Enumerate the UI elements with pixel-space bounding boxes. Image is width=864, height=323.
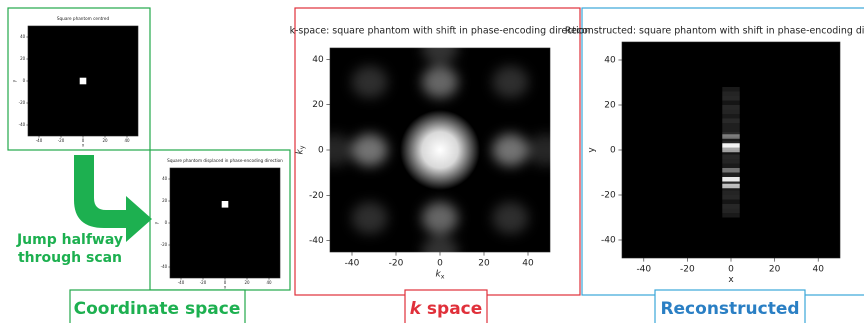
side-lobe <box>352 134 388 166</box>
x-tick-label: 40 <box>812 264 824 274</box>
arrow-text: through scan <box>18 250 122 266</box>
figure: Jump halfway through scan Coordinate spa… <box>0 0 864 323</box>
stripe <box>722 204 739 209</box>
side-lobe <box>422 66 458 98</box>
stripe <box>722 128 739 133</box>
stripe <box>722 168 739 173</box>
stripe <box>722 110 739 115</box>
phantom <box>222 201 229 208</box>
y-tick-label: -40 <box>19 122 26 127</box>
axis-label: x <box>728 275 734 285</box>
section-label: Coordinate space <box>74 299 241 319</box>
axis-label-sub: y <box>299 145 306 149</box>
y-tick-label: 20 <box>20 56 26 61</box>
x-tick-label: 40 <box>522 258 534 268</box>
axis-label-sub: x <box>441 273 445 280</box>
axis-label: y <box>153 221 158 224</box>
section-label: Reconstructed <box>660 299 799 319</box>
side-lobe <box>492 66 528 98</box>
side-lobe <box>352 202 388 234</box>
x-tick-label: -20 <box>58 138 65 143</box>
side-lobe <box>492 202 528 234</box>
side-lobe <box>352 66 388 98</box>
x-tick-label: 20 <box>478 258 490 268</box>
y-tick-label: -20 <box>601 191 616 201</box>
y-tick-label: 0 <box>23 78 26 83</box>
x-tick-label: 20 <box>102 138 108 143</box>
x-tick-label: 40 <box>124 138 130 143</box>
x-tick-label: -40 <box>636 264 651 274</box>
axis-label: kx <box>436 269 445 280</box>
stripe <box>722 173 739 178</box>
y-tick-label: 40 <box>162 176 168 181</box>
section-label: k space <box>410 299 483 319</box>
x-tick-label: -40 <box>36 138 43 143</box>
y-tick-label: -40 <box>309 236 324 246</box>
stripe <box>722 200 739 205</box>
y-tick-label: -20 <box>161 242 168 247</box>
y-tick-label: 20 <box>162 198 168 203</box>
stripe <box>722 177 739 182</box>
stripe <box>722 191 739 196</box>
axis-label: ky <box>295 145 306 154</box>
stripe <box>722 123 739 128</box>
stripe <box>722 143 739 148</box>
x-tick-label: -20 <box>389 258 404 268</box>
axis-label: y <box>11 79 16 82</box>
y-tick-label: 40 <box>20 34 26 39</box>
x-tick-label: 0 <box>728 264 734 274</box>
label-part: space <box>421 299 482 319</box>
stripe <box>722 148 739 153</box>
y-tick-label: 0 <box>318 146 324 156</box>
stripe <box>722 213 739 218</box>
x-tick-label: 20 <box>769 264 781 274</box>
x-tick-label: 0 <box>437 258 443 268</box>
x-tick-label: 40 <box>266 280 272 285</box>
x-tick-label: -40 <box>178 280 185 285</box>
stripe <box>722 155 739 160</box>
y-tick-label: -20 <box>19 100 26 105</box>
y-tick-label: 20 <box>604 101 616 111</box>
panel-title: Square phantom displaced in phase-encodi… <box>167 158 283 163</box>
y-tick-label: 20 <box>312 100 324 110</box>
stripe <box>722 96 739 101</box>
phantom <box>80 78 87 85</box>
y-tick-label: -40 <box>161 264 168 269</box>
x-tick-label: -20 <box>680 264 695 274</box>
y-tick-label: 0 <box>165 220 168 225</box>
y-tick-label: 40 <box>604 56 616 66</box>
main-lobe <box>400 110 480 190</box>
stripe <box>722 87 739 92</box>
arrow <box>74 155 152 242</box>
y-tick-label: 40 <box>312 55 324 65</box>
panel-title: Reconstructed: square phantom with shift… <box>565 26 864 37</box>
stripe <box>722 164 739 169</box>
y-tick-label: 0 <box>610 146 616 156</box>
stripe <box>722 105 739 110</box>
x-tick-label: -20 <box>200 280 207 285</box>
axis-label: y <box>587 147 597 153</box>
axis-label: x <box>224 285 227 290</box>
stripe <box>722 195 739 200</box>
x-tick-label: -40 <box>345 258 360 268</box>
stripe <box>722 119 739 124</box>
arrow-text: Jump halfway <box>16 232 123 248</box>
side-lobe <box>422 202 458 234</box>
stripe <box>722 92 739 97</box>
image <box>170 168 280 278</box>
stripe <box>722 114 739 119</box>
side-lobe <box>528 134 564 166</box>
y-tick-label: -40 <box>601 236 616 246</box>
y-tick-label: -20 <box>309 191 324 201</box>
stripe <box>722 159 739 164</box>
stripe <box>722 209 739 214</box>
stripe <box>722 134 739 139</box>
axis-label: x <box>82 143 85 148</box>
stripe <box>722 184 739 189</box>
x-tick-label: 20 <box>244 280 250 285</box>
panel-title: Square phantom centred <box>57 16 110 21</box>
side-lobe <box>492 134 528 166</box>
side-lobe <box>422 32 458 64</box>
stripe <box>722 101 739 106</box>
